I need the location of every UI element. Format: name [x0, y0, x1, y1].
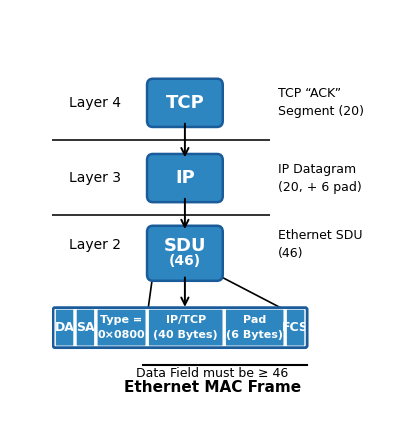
- Text: IP: IP: [175, 169, 194, 187]
- Text: SDU: SDU: [163, 237, 206, 255]
- Text: (40 Bytes): (40 Bytes): [153, 330, 218, 340]
- FancyBboxPatch shape: [75, 308, 95, 347]
- Text: TCP “ACK”
Segment (20): TCP “ACK” Segment (20): [277, 87, 363, 119]
- Text: Data Field must be ≥ 46: Data Field must be ≥ 46: [136, 367, 287, 380]
- FancyBboxPatch shape: [55, 308, 74, 347]
- Text: (6 Bytes): (6 Bytes): [225, 330, 282, 340]
- Text: Layer 3: Layer 3: [69, 171, 121, 185]
- FancyBboxPatch shape: [147, 226, 222, 281]
- Text: (46): (46): [169, 254, 200, 268]
- FancyBboxPatch shape: [147, 79, 222, 127]
- Text: Type =: Type =: [100, 315, 142, 325]
- Text: Layer 4: Layer 4: [69, 96, 121, 110]
- FancyBboxPatch shape: [96, 308, 147, 347]
- Text: TCP: TCP: [165, 94, 204, 112]
- Text: SA: SA: [76, 321, 95, 334]
- Text: IP/TCP: IP/TCP: [165, 315, 205, 325]
- FancyBboxPatch shape: [147, 308, 223, 347]
- Text: 0×0800: 0×0800: [97, 330, 145, 340]
- Text: Layer 2: Layer 2: [69, 238, 121, 252]
- FancyBboxPatch shape: [147, 154, 222, 202]
- Text: IP Datagram
(20, + 6 pad): IP Datagram (20, + 6 pad): [277, 163, 361, 194]
- Text: Pad: Pad: [242, 315, 266, 325]
- Text: DA: DA: [55, 321, 74, 334]
- Text: FCS: FCS: [282, 321, 308, 334]
- FancyBboxPatch shape: [224, 308, 284, 347]
- Text: Ethernet SDU
(46): Ethernet SDU (46): [277, 229, 361, 260]
- FancyBboxPatch shape: [285, 308, 305, 347]
- Text: Ethernet MAC Frame: Ethernet MAC Frame: [123, 380, 300, 395]
